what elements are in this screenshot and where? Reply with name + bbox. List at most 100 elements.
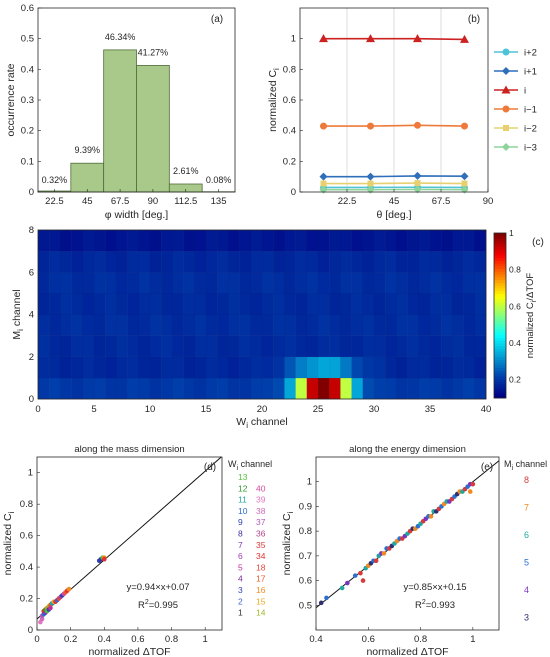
heatmap-cell [71,272,84,294]
y-tick-label: 0.4 [283,126,296,137]
heatmap-cell [161,335,173,358]
heatmap-cell [385,377,397,400]
colorbar-segment [494,315,506,319]
label-part: W [228,459,237,469]
colorbar-segment [494,354,506,358]
heatmap-cell [340,314,352,336]
heatmap-cell [161,377,173,400]
y-axis-title: normalized Ci [2,511,16,575]
heatmap-cell [362,377,375,400]
heatmap-cell [340,272,352,294]
label-part: W [236,416,246,428]
series-point [413,34,422,43]
series-point [413,185,422,194]
legend-entry: 18 [256,562,266,572]
heatmap-cell [138,314,151,336]
heatmap-cell [317,272,330,294]
series-point [460,34,469,43]
series-point [319,34,328,43]
colorbar-segment [494,255,506,259]
heatmap-cell [161,272,173,294]
colorbar-title: normalized Ci/ΔTOF [525,273,538,359]
y-tick-label: 0.2 [20,594,33,605]
heatmap-cell [250,356,263,379]
bar-data-label: 0.32% [42,175,68,185]
heatmap-cell [463,356,476,379]
legend-entry: 38 [256,506,266,516]
heatmap-cell [217,272,229,294]
legend-label: i−1 [524,105,537,116]
heatmap-cell [105,377,117,400]
panel-a-histogram: 0.32% 9.39% 46.34%41.27% 2.61% 0.08% 22.5 45 67… [5,3,236,221]
series-point [414,121,421,129]
heatmap-cell [105,356,117,379]
y-tick-label: 0.9 [299,501,312,512]
heatmap-cell [373,272,386,294]
legend-entry: 4 [238,574,243,584]
colorbar-segment [494,334,506,338]
heatmap-cell [183,272,196,294]
label-part: =0.993 [426,600,455,611]
colorbar-segment [494,370,506,374]
heatmap-cell [205,335,218,358]
legend-entry: 7 [238,540,243,550]
colorbar-segment [494,296,506,300]
plot-frame [315,456,500,631]
y-tick-label: 6 [29,267,34,278]
colorbar-tick-label: 1 [509,228,514,238]
legend-entry: 37 [256,517,266,527]
heatmap-cell [306,314,319,336]
colorbar-segment [494,359,506,363]
heatmap-cell [429,377,442,400]
colorbar-segment [494,373,506,377]
heatmap-cell [474,356,487,379]
heatmap-cell [239,272,252,294]
heatmap-cell [217,229,229,252]
heatmap-cell [284,272,296,294]
heatmap-cell [239,250,252,273]
colorbar-segment [494,392,506,396]
heatmap-cell [205,229,218,252]
colorbar-segment [494,268,506,272]
heatmap-cell [127,356,140,379]
heatmap-cell [306,293,319,315]
y-tick-label: 0 [291,187,296,198]
heatmap-cell [172,335,184,358]
heatmap-cell [82,272,95,294]
heatmap-cell [295,335,308,358]
colorbar-segment [494,351,506,355]
y-tick-label: 0.5 [299,600,312,611]
label-part: R [138,600,145,611]
bar-data-label: 46.34% [105,32,136,42]
colorbar-frame [493,232,507,399]
legend-entry: 6 [524,530,529,540]
label-part: 2 [422,599,426,606]
heatmap-cell [161,250,173,273]
x-tick-label: 1 [470,634,475,645]
label-part: channel [11,289,23,329]
colorbar-segment [494,337,506,341]
x-tick-label: 0.6 [362,634,375,645]
heatmap-cell [273,250,285,273]
colorbar-segment [494,376,506,380]
panel-label: (d) [204,462,216,473]
y-tick-label: 0.3 [21,95,34,106]
heatmap-cell [452,229,464,252]
colorbar-segment [494,318,506,322]
heatmap-cell [362,314,375,336]
heatmap-cell [93,314,106,336]
heatmap-cell [306,250,319,273]
x-axis-title: φ width [deg.] [105,209,169,221]
x-tick-label: 0 [35,404,40,415]
y-axis-title: normalized Ci [267,68,281,132]
heatmap-cell [250,314,263,336]
y-tick-label: 0.5 [21,34,34,45]
heatmap-cell [105,250,117,273]
colorbar-segment [494,304,506,308]
colorbar-segment [494,260,506,264]
heatmap-cell [183,314,196,336]
heatmap-cell [463,229,476,252]
heatmap-cell [452,272,464,294]
heatmap-cell [329,250,341,273]
bar-data-label: 41.27% [138,47,169,57]
